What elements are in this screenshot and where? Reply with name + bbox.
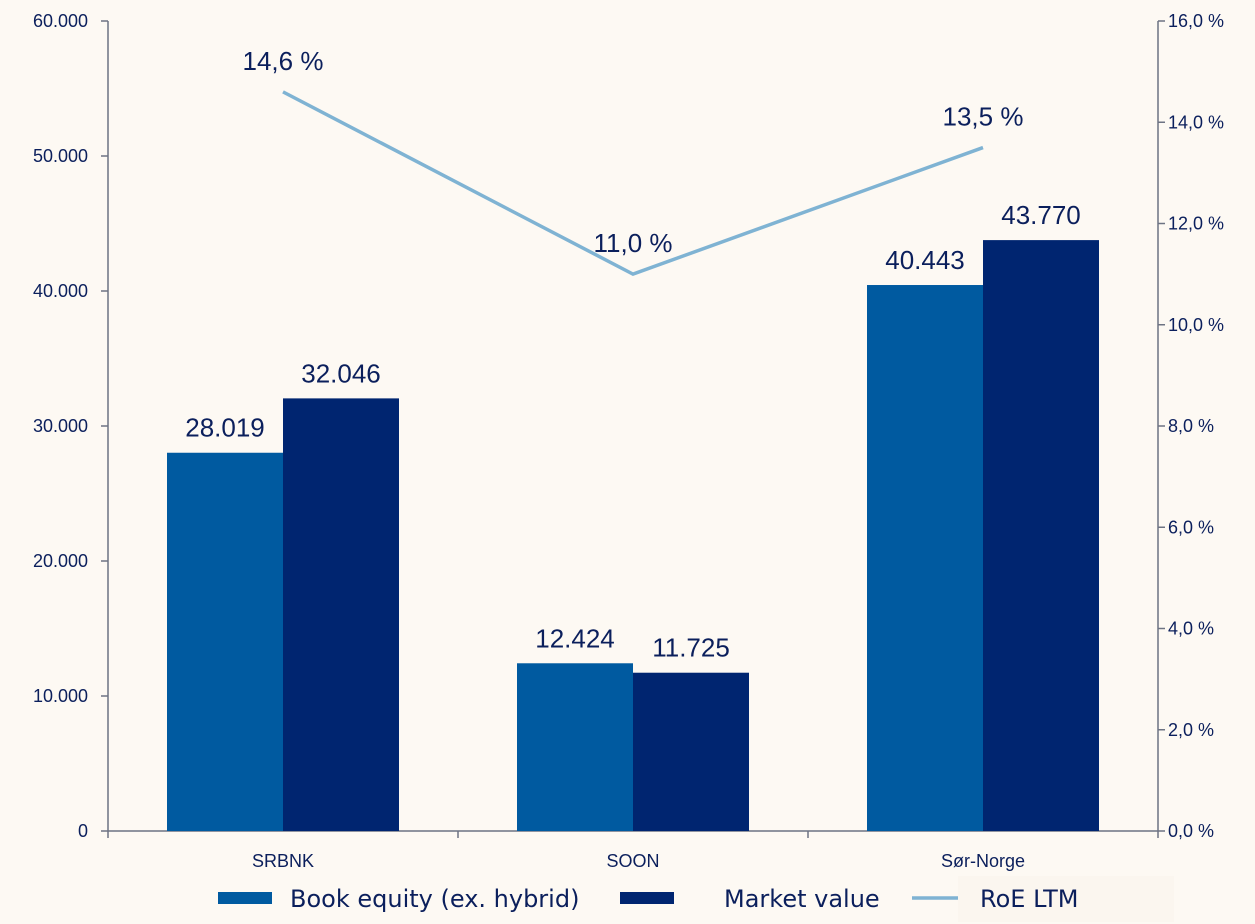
bar-value-label: 28.019 <box>185 413 265 443</box>
left-tick-label: 20.000 <box>33 551 88 571</box>
bar-value-label: 32.046 <box>301 358 381 388</box>
right-tick-label: 2,0 % <box>1168 720 1214 740</box>
left-tick-label: 40.000 <box>33 281 88 301</box>
bar-value-label: 40.443 <box>885 245 965 275</box>
bar-market-value-srbnk <box>283 398 399 831</box>
legend-label-book-equity-ex-hybrid: Book equity (ex. hybrid) <box>290 885 579 913</box>
right-tick-label: 6,0 % <box>1168 517 1214 537</box>
right-tick-label: 14,0 % <box>1168 112 1224 132</box>
legend-label-market-value: Market value <box>724 885 880 913</box>
roe-ltm-line <box>282 90 984 277</box>
legend-swatch-market-value <box>620 892 674 904</box>
bar-book-equity-ex-hybrid-sør-norge <box>867 285 983 831</box>
legend-item-backdrop <box>958 876 1174 922</box>
right-tick-label: 10,0 % <box>1168 315 1224 335</box>
roe-value-label: 14,6 % <box>243 46 324 76</box>
left-tick-label: 0 <box>78 821 88 841</box>
right-tick-label: 12,0 % <box>1168 214 1224 234</box>
roe-value-label: 11,0 % <box>593 228 672 258</box>
bar-market-value-soon <box>633 672 749 831</box>
bar-value-label: 43.770 <box>1001 200 1081 230</box>
left-tick-label: 30.000 <box>33 416 88 436</box>
category-label-sør-norge: Sør-Norge <box>941 851 1025 871</box>
left-tick-label: 10.000 <box>33 686 88 706</box>
axes: 0 10.000 20.000 30.000 40.000 50.000 60.000 0,0… <box>33 11 1224 871</box>
right-tick-label: 16,0 % <box>1168 11 1224 31</box>
data-labels: 28.019 12.424 40.443 32.046 11.725 43.770 14,6… <box>185 46 1081 663</box>
bar-market-value-sør-norge <box>983 240 1099 832</box>
roe-value-label: 13,5 % <box>943 102 1024 132</box>
legend-swatch-book-equity-ex-hybrid <box>218 892 272 904</box>
legend: Book equity (ex. hybrid) Market value RoE … <box>218 876 1174 922</box>
left-tick-label: 50.000 <box>33 146 88 166</box>
category-label-soon: SOON <box>606 851 659 871</box>
bar-value-label: 11.725 <box>652 633 730 663</box>
legend-label-roe-ltm: RoE LTM <box>980 885 1079 913</box>
right-tick-label: 4,0 % <box>1168 619 1214 639</box>
right-tick-label: 0,0 % <box>1168 821 1214 841</box>
bar-book-equity-ex-hybrid-srbnk <box>167 452 283 831</box>
bar-book-equity-ex-hybrid-soon <box>517 663 633 831</box>
left-tick-label: 60.000 <box>33 11 88 31</box>
roe-line-layer <box>282 90 984 277</box>
bars <box>167 240 1099 832</box>
bar-value-label: 12.424 <box>535 623 615 653</box>
right-tick-label: 8,0 % <box>1168 416 1214 436</box>
category-label-srbnk: SRBNK <box>252 851 314 871</box>
